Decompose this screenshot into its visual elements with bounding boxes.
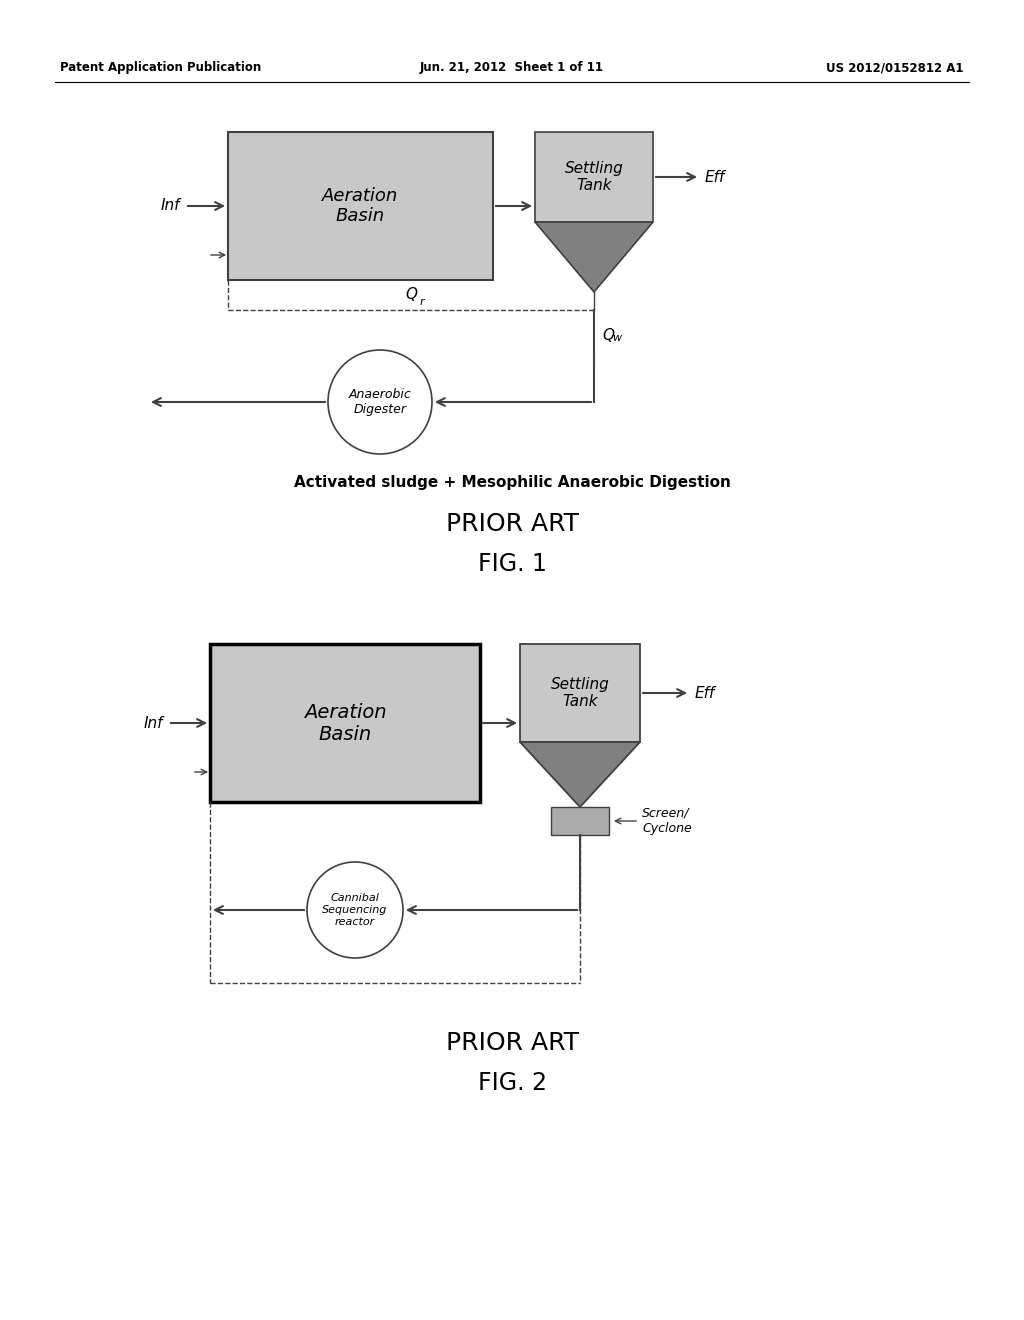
Text: Aeration
Basin: Aeration Basin bbox=[323, 186, 398, 226]
Bar bbox=[520, 644, 640, 742]
Text: PRIOR ART: PRIOR ART bbox=[445, 1031, 579, 1055]
Text: Eff: Eff bbox=[705, 169, 725, 185]
Polygon shape bbox=[535, 222, 653, 292]
Text: Anaerobic
Digester: Anaerobic Digester bbox=[348, 388, 412, 416]
Text: Settling
Tank: Settling Tank bbox=[564, 161, 624, 193]
Text: PRIOR ART: PRIOR ART bbox=[445, 512, 579, 536]
Text: Screen/
Cyclone: Screen/ Cyclone bbox=[642, 807, 692, 836]
Text: Patent Application Publication: Patent Application Publication bbox=[60, 62, 261, 74]
Text: FIG. 1: FIG. 1 bbox=[477, 552, 547, 576]
Text: r: r bbox=[420, 297, 425, 308]
Text: Cannibal
Sequencing
reactor: Cannibal Sequencing reactor bbox=[323, 894, 388, 927]
Text: Activated sludge + Mesophilic Anaerobic Digestion: Activated sludge + Mesophilic Anaerobic … bbox=[294, 474, 730, 490]
Text: Q: Q bbox=[406, 286, 417, 302]
Text: Inf: Inf bbox=[143, 715, 163, 730]
Text: US 2012/0152812 A1: US 2012/0152812 A1 bbox=[826, 62, 964, 74]
Text: Settling
Tank: Settling Tank bbox=[551, 677, 609, 709]
Polygon shape bbox=[520, 742, 640, 807]
Bar bbox=[551, 807, 609, 836]
Text: Inf: Inf bbox=[161, 198, 180, 214]
Text: FIG. 2: FIG. 2 bbox=[477, 1071, 547, 1096]
Circle shape bbox=[307, 862, 403, 958]
Bar bbox=[210, 644, 480, 803]
Text: Jun. 21, 2012  Sheet 1 of 11: Jun. 21, 2012 Sheet 1 of 11 bbox=[420, 62, 604, 74]
Text: Eff: Eff bbox=[695, 685, 716, 701]
Text: Aeration
Basin: Aeration Basin bbox=[304, 702, 386, 743]
Text: Q: Q bbox=[602, 327, 614, 342]
Circle shape bbox=[328, 350, 432, 454]
Text: w: w bbox=[612, 333, 622, 343]
Bar bbox=[228, 132, 493, 280]
Bar bbox=[535, 132, 653, 222]
